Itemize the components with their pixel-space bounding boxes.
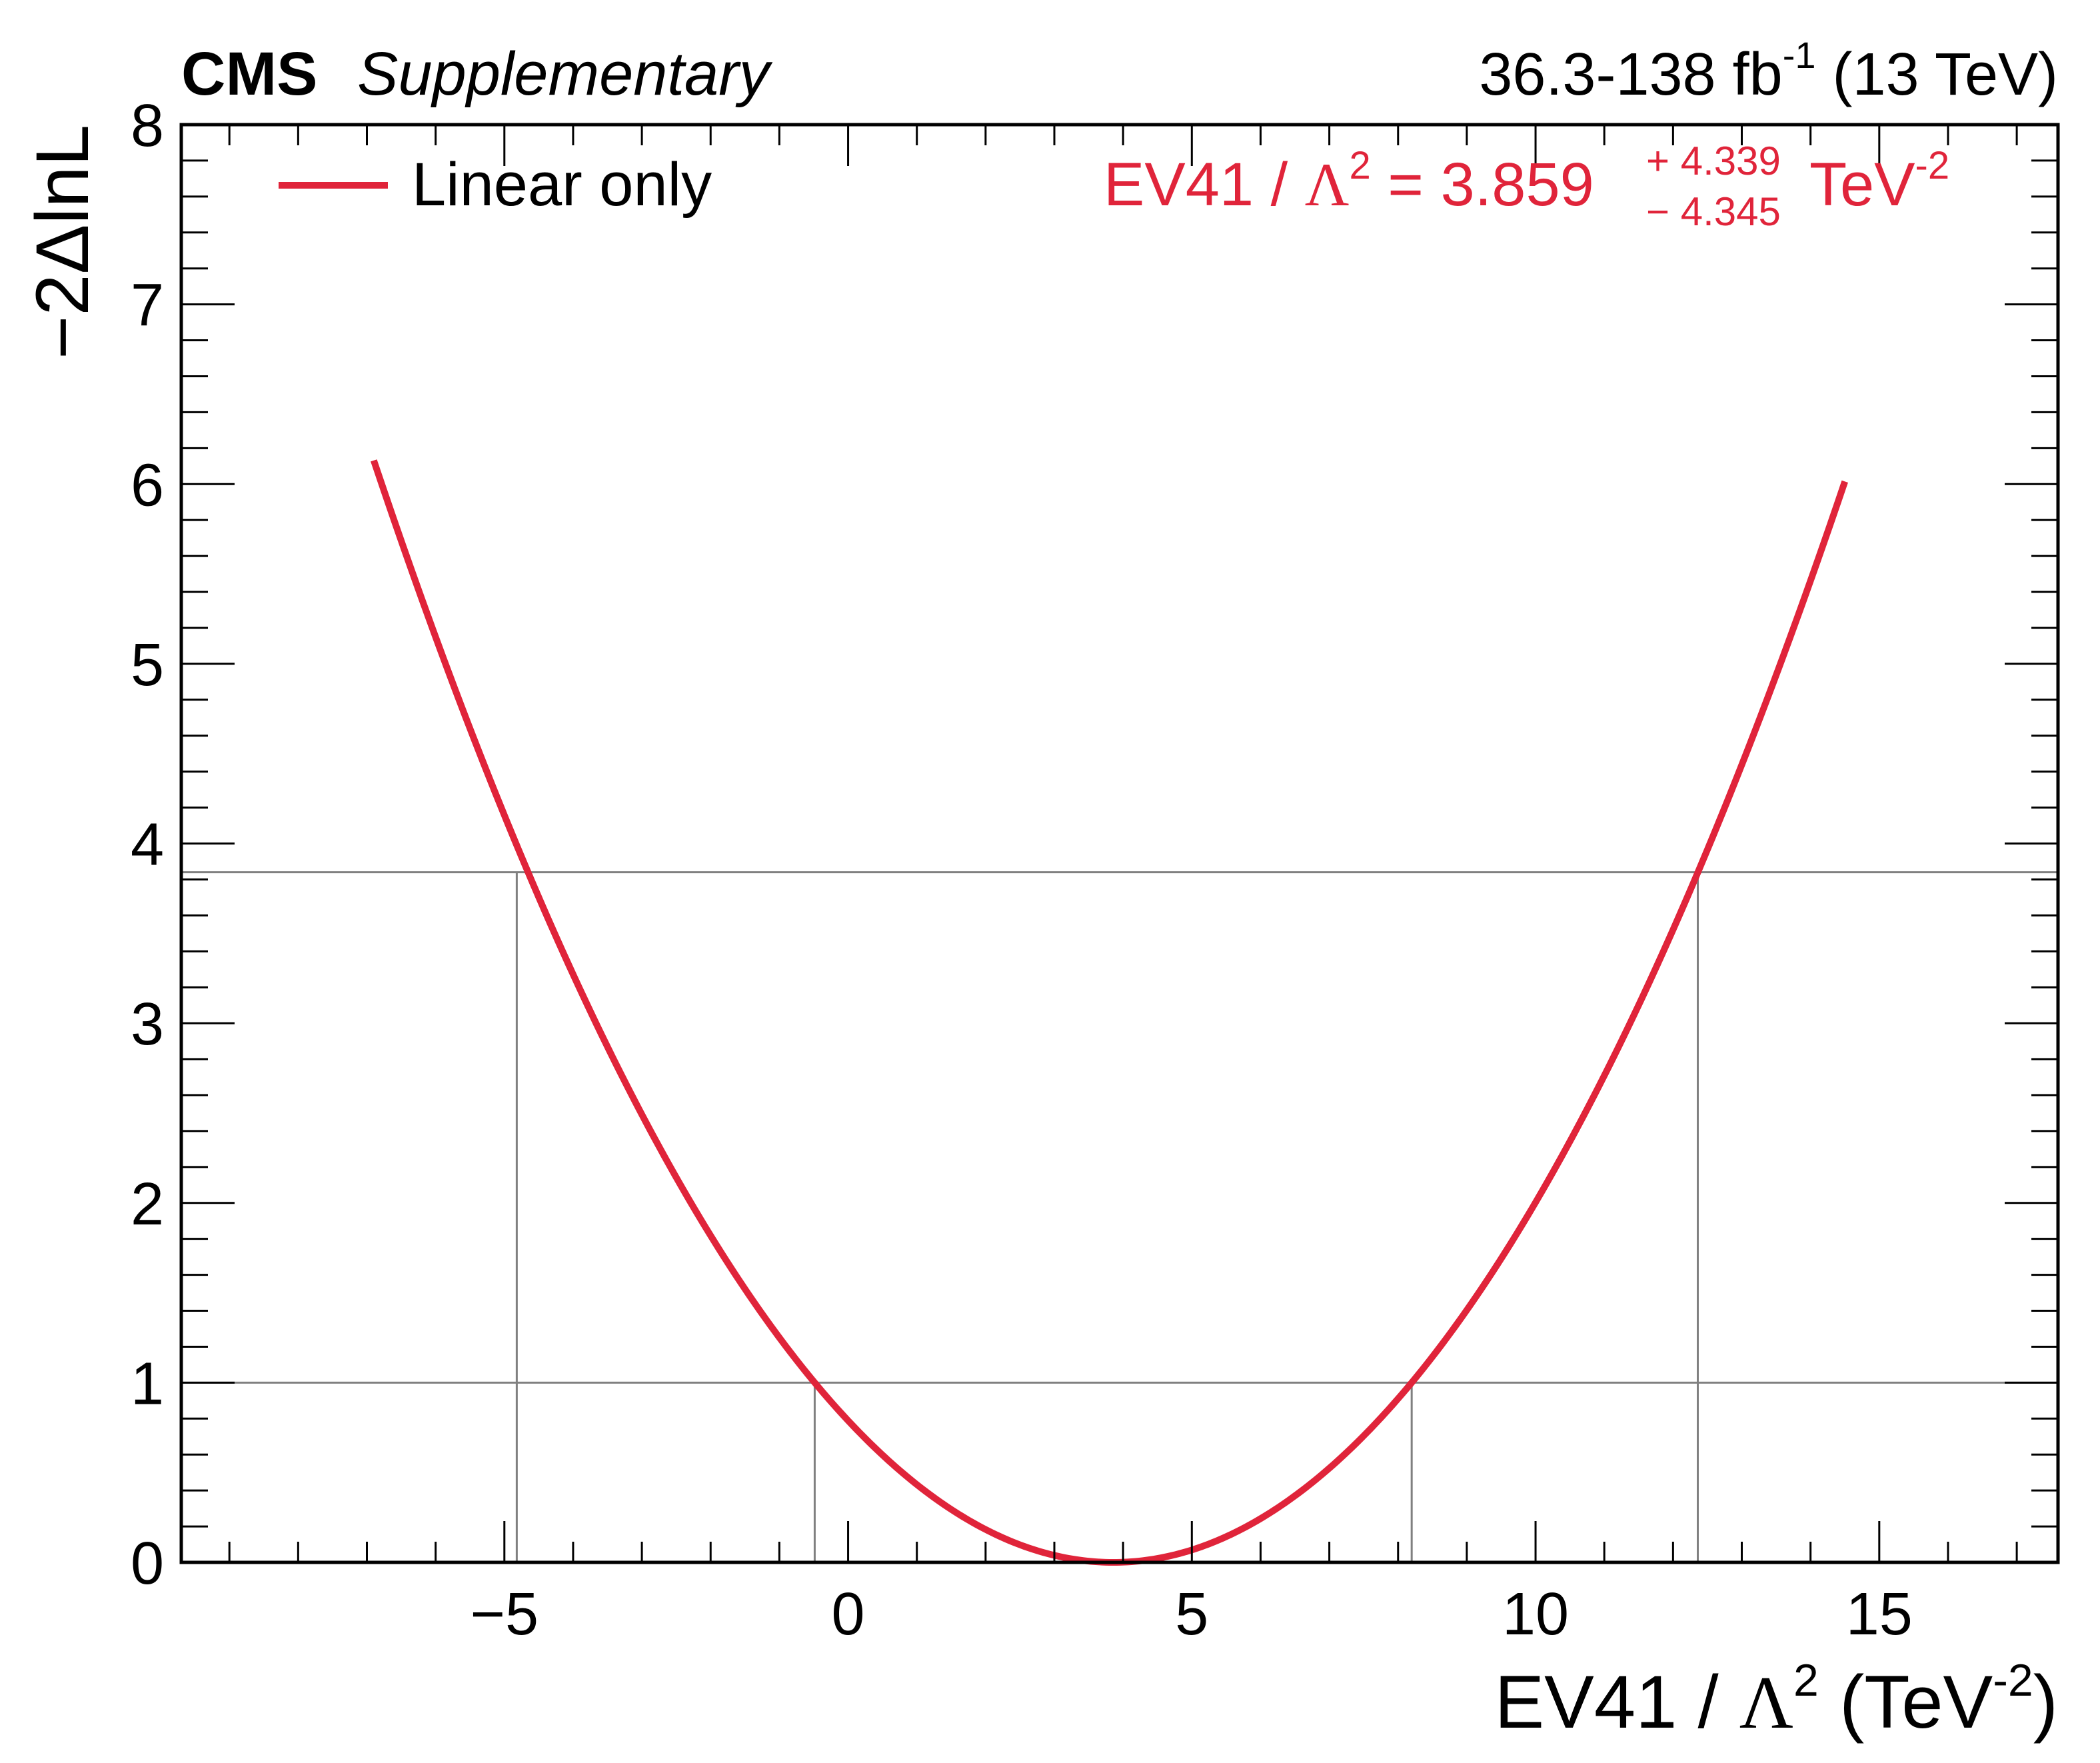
x-tick-label: 10 [1502, 1581, 1569, 1648]
x-axis-title-unit-open: (TeV [1819, 1660, 1993, 1744]
x-tick-labels: −5 0 5 10 15 [470, 1581, 1912, 1648]
y-tick-label: 0 [131, 1530, 164, 1597]
lumi-label: 36.3-138 fb-1 (13 TeV) [1479, 34, 2058, 108]
y-tick-label: 6 [131, 452, 164, 519]
best-fit-value: = 3.859 [1371, 151, 1594, 219]
best-fit-prefix: EV41 / [1104, 151, 1305, 219]
best-fit-unit-exponent: -2 [1915, 144, 1950, 187]
y-axis-title: −2ΔlnL [21, 125, 104, 359]
best-fit-error-up: + 4.339 [1646, 139, 1781, 183]
x-axis-title: EV41 / Λ2 (TeV-2) [1494, 1655, 2058, 1744]
x-axis-title-unit-exponent: -2 [1993, 1655, 2033, 1706]
legend-label-linear-only: Linear only [412, 151, 712, 219]
x-tick-label: 0 [832, 1581, 865, 1648]
best-fit-unit: TeV-2 [1809, 144, 1949, 219]
y-tick-label: 8 [131, 93, 164, 159]
reference-lines [181, 871, 2058, 1562]
cms-label: CMS [181, 40, 317, 108]
likelihood-curve-linear-only [371, 459, 1848, 1566]
x-axis-title-lambda: Λ [1739, 1662, 1793, 1744]
best-fit-unit-text: TeV [1809, 151, 1915, 219]
x-tick-label: 15 [1846, 1581, 1913, 1648]
best-fit-lambda-exponent: 2 [1349, 144, 1370, 187]
best-fit-text: EV41 / Λ2 = 3.859 [1104, 144, 1594, 219]
plot-frame [179, 123, 2060, 1564]
y-tick-label: 5 [131, 632, 164, 699]
lumi-value: 36.3-138 fb [1479, 41, 1782, 108]
best-fit-error-down: − 4.345 [1646, 189, 1781, 234]
energy-value: (13 TeV) [1815, 41, 2058, 108]
y-tick-label: 3 [131, 991, 164, 1058]
x-tick-label: −5 [470, 1581, 538, 1648]
x-tick-label: 5 [1175, 1581, 1208, 1648]
axis-ticks [181, 123, 2058, 1564]
x-axis-title-prefix: EV41 / [1494, 1660, 1739, 1744]
supplementary-label: Supplementary [357, 40, 773, 108]
lumi-unit-exponent: -1 [1783, 34, 1816, 76]
y-tick-labels: 0 1 2 3 4 5 6 7 8 [131, 93, 164, 1597]
best-fit-lambda: Λ [1305, 151, 1350, 219]
y-tick-label: 2 [131, 1171, 164, 1238]
y-tick-label: 4 [131, 812, 164, 879]
x-axis-title-unit-close: ) [2033, 1660, 2058, 1744]
y-tick-label: 7 [131, 273, 164, 339]
y-tick-label: 1 [131, 1350, 164, 1417]
x-axis-title-lambda-exponent: 2 [1793, 1655, 1819, 1706]
best-fit-annotation: EV41 / Λ2 = 3.859 + 4.339 − 4.345 TeV-2 [1104, 139, 1949, 234]
